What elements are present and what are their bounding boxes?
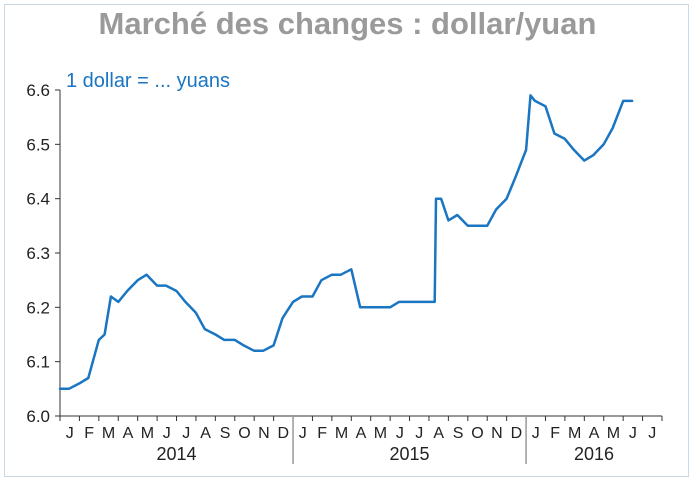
month-label: A [433, 425, 444, 442]
month-label: D [278, 425, 290, 442]
month-label: M [102, 425, 115, 442]
month-label: J [415, 425, 423, 442]
year-label: 2016 [574, 444, 614, 464]
chart-subtitle: 1 dollar = ... yuans [66, 70, 230, 92]
month-label: N [491, 425, 503, 442]
chart-title: Marché des changes : dollar/yuan [98, 6, 597, 41]
month-label: J [299, 425, 307, 442]
chart-frame [4, 4, 689, 477]
month-label: M [141, 425, 154, 442]
month-label: M [335, 425, 348, 442]
month-label: A [589, 425, 600, 442]
y-tick-label: 6.3 [26, 244, 50, 263]
month-label: A [123, 425, 134, 442]
series-line [58, 94, 634, 391]
y-tick-label: 6.2 [26, 298, 50, 317]
month-label: A [356, 425, 367, 442]
year-label: 2015 [390, 444, 430, 464]
month-label: S [220, 425, 231, 442]
month-label: J [182, 425, 190, 442]
month-label: S [453, 425, 464, 442]
month-label: J [648, 425, 656, 442]
month-label: O [471, 425, 483, 442]
month-label: J [629, 425, 637, 442]
year-labels: 2014 2015 2016 [156, 444, 614, 464]
month-label: J [396, 425, 404, 442]
month-label: F [550, 425, 560, 442]
month-label: M [374, 425, 387, 442]
month-label: F [317, 425, 327, 442]
y-tick-label: 6.5 [26, 135, 50, 154]
y-tick-label: 6.4 [26, 190, 50, 209]
y-tick-labels: 6.0 6.1 6.2 6.3 6.4 6.5 6.6 [26, 81, 50, 426]
month-label: J [163, 425, 171, 442]
y-tick-label: 6.1 [26, 353, 50, 372]
month-label: A [200, 425, 211, 442]
y-tick-label: 6.0 [26, 407, 50, 426]
month-label: O [238, 425, 250, 442]
series-lines [58, 94, 634, 391]
month-label: F [84, 425, 94, 442]
month-label: D [511, 425, 523, 442]
month-label: N [258, 425, 270, 442]
month-label: M [568, 425, 581, 442]
month-label: J [532, 425, 540, 442]
month-label: M [607, 425, 620, 442]
y-tick-label: 6.6 [26, 81, 50, 100]
month-label: J [66, 425, 74, 442]
year-label: 2014 [156, 444, 196, 464]
axes [55, 89, 663, 464]
